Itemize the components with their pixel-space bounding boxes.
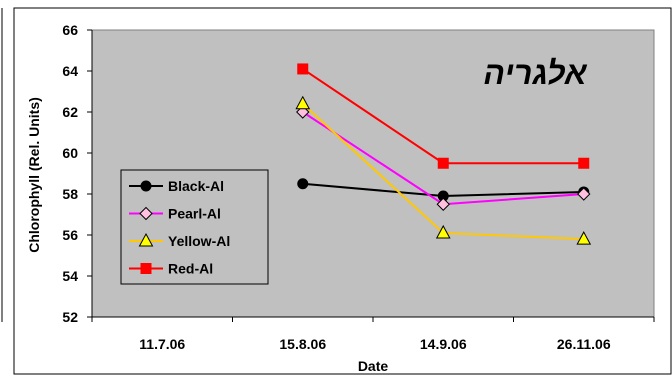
legend-label-pearl-al: Pearl-Al bbox=[168, 206, 221, 222]
legend-label-yellow-al: Yellow-Al bbox=[168, 233, 230, 249]
y-tick-label: 64 bbox=[62, 63, 78, 79]
x-tick-label: 15.8.06 bbox=[279, 336, 326, 352]
x-tick-label: 26.11.06 bbox=[557, 336, 611, 352]
legend: Black-Al Pearl-Al Yellow-Al Red-Al bbox=[120, 169, 269, 285]
data-point-red-al bbox=[578, 157, 590, 169]
y-tick-label: 52 bbox=[62, 309, 78, 325]
y-axis-label: Chlorophyll (Rel. Units) bbox=[26, 97, 42, 253]
y-tick-label: 58 bbox=[62, 186, 78, 202]
legend-label-red-al: Red-Al bbox=[168, 261, 213, 277]
x-tick-label: 14.9.06 bbox=[420, 336, 467, 352]
chart-title: אלגריה bbox=[483, 55, 587, 91]
data-point-yellow-al bbox=[295, 95, 311, 110]
legend-label-black-al: Black-Al bbox=[168, 178, 224, 194]
y-tick-label: 56 bbox=[62, 227, 78, 243]
series-markers bbox=[295, 63, 592, 245]
data-point-pearl-al bbox=[577, 187, 591, 201]
legend-marker-yellow-al bbox=[138, 232, 154, 247]
legend-marker-pearl-al bbox=[139, 206, 153, 221]
data-point-red-al bbox=[297, 63, 309, 75]
legend-marker-red-al bbox=[140, 263, 152, 274]
data-point-pearl-al bbox=[436, 197, 450, 211]
x-tick-label: 11.7.06 bbox=[139, 336, 185, 352]
data-point-red-al bbox=[437, 157, 449, 169]
y-tick-label: 60 bbox=[62, 145, 78, 161]
y-tick-label: 62 bbox=[62, 104, 78, 120]
data-point-black-al bbox=[297, 178, 309, 190]
y-tick-label: 66 bbox=[62, 22, 78, 38]
x-axis-label: Date bbox=[358, 358, 389, 374]
data-point-yellow-al bbox=[435, 224, 451, 239]
axes: 52 54 56 58 60 62 64 66 11.7.06 15.8.06 14.9.06 26.… bbox=[62, 22, 655, 352]
data-point-yellow-al bbox=[576, 231, 592, 245]
y-tick-label: 54 bbox=[62, 268, 78, 284]
legend-marker-black-al bbox=[140, 180, 152, 192]
